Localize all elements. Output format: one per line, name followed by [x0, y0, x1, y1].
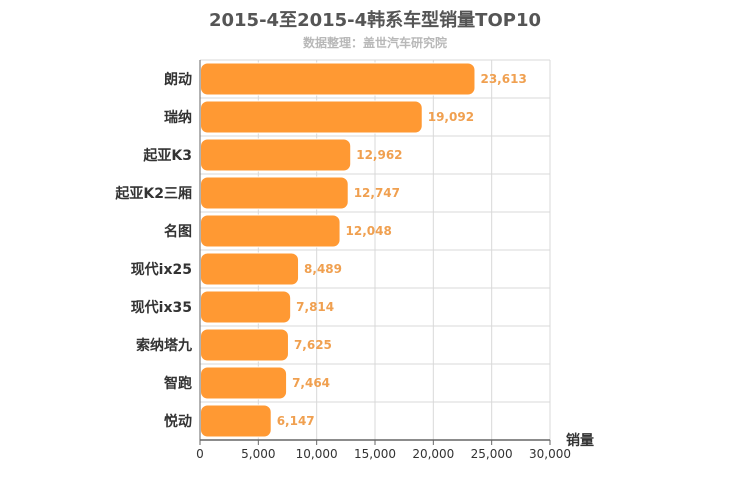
bar-value-label: 12,048 — [346, 224, 392, 238]
bar — [200, 366, 288, 400]
bar — [200, 176, 349, 210]
bar — [200, 214, 341, 248]
category-label: 朗动 — [164, 71, 192, 88]
category-label: 起亚K3 — [142, 147, 192, 164]
bar — [200, 404, 272, 438]
bar-layer: 23,613 19,092 12,962 12,747 12,048 8,489 7,814… — [200, 62, 527, 438]
bar — [200, 252, 300, 286]
x-tick-label: 25,000 — [471, 447, 513, 461]
grid-layer — [200, 59, 551, 441]
category-label: 现代ix35 — [131, 299, 192, 316]
category-label: 瑞纳 — [164, 109, 192, 126]
bar — [200, 138, 352, 172]
bar-value-label: 7,625 — [294, 338, 332, 352]
bar-value-label: 23,613 — [480, 72, 526, 86]
x-tick-label: 15,000 — [354, 447, 396, 461]
x-tick-label: 30,000 — [529, 447, 571, 461]
category-label: 智跑 — [163, 375, 192, 392]
category-label: 悦动 — [164, 413, 192, 430]
bar-value-label: 12,962 — [356, 148, 402, 162]
x-tick-label: 5,000 — [241, 447, 275, 461]
category-label: 索纳塔九 — [136, 337, 192, 354]
category-label: 起亚K2三厢 — [114, 185, 192, 202]
category-label: 名图 — [164, 223, 192, 240]
bar-value-label: 12,747 — [354, 186, 400, 200]
bar-value-label: 6,147 — [277, 414, 315, 428]
bar-value-label: 7,464 — [292, 376, 330, 390]
category-label: 现代ix25 — [131, 261, 192, 278]
x-tick-label: 0 — [196, 447, 204, 461]
chart-subtitle: 数据整理：盖世汽车研究院 — [302, 36, 447, 50]
bar-value-label: 8,489 — [304, 262, 342, 276]
bar — [200, 100, 423, 134]
bar-value-label: 19,092 — [428, 110, 474, 124]
bar — [200, 328, 289, 362]
bar — [200, 290, 292, 324]
bar — [200, 62, 476, 96]
bar-value-label: 7,814 — [296, 300, 334, 314]
x-axis-title: 销量 — [566, 432, 594, 449]
chart-title: 2015-4至2015-4韩系车型销量TOP10 — [208, 10, 541, 31]
x-tick-label: 20,000 — [412, 447, 454, 461]
x-tick-label: 10,000 — [296, 447, 338, 461]
